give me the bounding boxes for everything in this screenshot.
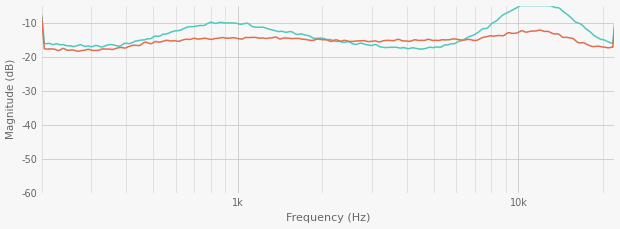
Y-axis label: Magnitude (dB): Magnitude (dB): [6, 59, 16, 139]
X-axis label: Frequency (Hz): Frequency (Hz): [286, 213, 370, 224]
